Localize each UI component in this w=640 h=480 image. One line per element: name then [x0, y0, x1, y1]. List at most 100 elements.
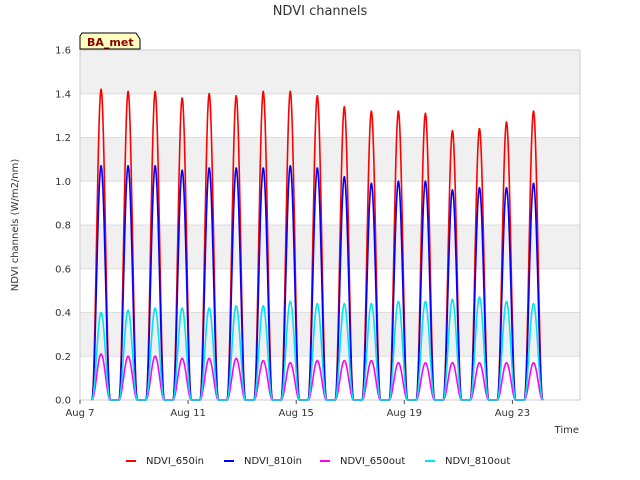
series-peak-point: [100, 311, 102, 314]
series-layer: [91, 88, 544, 401]
series-peak-point: [316, 167, 319, 170]
legend-label: NDVI_650out: [340, 456, 405, 467]
series-peak-point: [262, 90, 265, 93]
series-peak-point: [289, 300, 292, 303]
series-peak-point: [154, 90, 157, 93]
series-peak-point: [100, 165, 102, 167]
series-peak-point: [451, 298, 454, 301]
series-peak-point: [532, 182, 535, 185]
y-tick-label: 1.2: [55, 133, 71, 144]
series-peak-point: [424, 180, 427, 183]
y-axis-ticks: 0.0 0.2 0.4 0.6 0.8 1.0 1.2 1.4 1.6: [55, 46, 71, 407]
series-peak-point: [316, 302, 319, 305]
series-peak-point: [478, 127, 481, 130]
series-peak-point: [505, 121, 508, 124]
legend: NDVI_650in NDVI_810in NDVI_650out NDVI_810o…: [126, 456, 510, 467]
site-badge: BA_met: [79, 32, 141, 50]
plot-band: [80, 137, 580, 182]
series-peak-point: [127, 355, 130, 358]
chart-title: NDVI channels: [273, 4, 368, 19]
series-peak-point: [397, 180, 400, 183]
series-peak-point: [505, 186, 508, 189]
legend-label: NDVI_810out: [445, 456, 510, 467]
series-peak-point: [289, 165, 292, 167]
plot-band: [80, 225, 580, 269]
series-peak-point: [208, 307, 211, 310]
series-peak-point: [532, 361, 535, 364]
y-tick-label: 0.2: [55, 352, 71, 363]
plot-bands: [80, 50, 580, 357]
series-peak-point: [505, 361, 508, 364]
x-tick-label: Aug 19: [387, 408, 422, 419]
series-peak-point: [208, 357, 211, 360]
series-peak-point: [532, 302, 535, 305]
series-peak-point: [154, 165, 157, 167]
series-peak-point: [235, 95, 238, 97]
x-axis-ticks: Aug 7 Aug 11 Aug 15 Aug 19 Aug 23: [65, 400, 530, 419]
y-tick-label: 0.0: [55, 396, 71, 407]
series-peak-point: [532, 110, 535, 113]
series-peak-point: [397, 110, 400, 113]
series-peak-point: [478, 186, 481, 189]
site-badge-box: [79, 32, 141, 50]
y-tick-label: 1.6: [55, 46, 71, 57]
series-peak-point: [478, 361, 481, 364]
series-peak-point: [181, 307, 184, 310]
series-peak-point: [289, 90, 292, 93]
series-peak-point: [208, 92, 211, 95]
series-peak-point: [154, 307, 157, 310]
x-tick-label: Aug 15: [278, 408, 313, 419]
series-peak-point: [127, 90, 130, 93]
series-peak-point: [343, 105, 346, 108]
y-tick-label: 1.0: [55, 177, 71, 188]
series-peak-point: [235, 305, 238, 307]
series-peak-point: [370, 110, 373, 113]
series-peak-point: [127, 309, 130, 312]
x-axis-label: Time: [554, 425, 579, 436]
series-peak-point: [424, 300, 427, 303]
series-peak-point: [181, 169, 184, 172]
series-peak-point: [262, 167, 265, 170]
plot-band: [80, 312, 580, 357]
series-peak-point: [154, 355, 157, 358]
series-peak-point: [505, 300, 508, 303]
series-peak-point: [100, 88, 102, 91]
legend-label: NDVI_650in: [146, 456, 204, 467]
series-peak-point: [451, 130, 454, 132]
series-peak-point: [478, 296, 481, 299]
series-peak-point: [343, 359, 346, 362]
series-peak-point: [235, 357, 238, 360]
y-tick-label: 0.4: [55, 308, 71, 319]
series-peak-point: [100, 353, 102, 355]
series-peak-point: [289, 361, 292, 364]
series-peak-point: [424, 112, 427, 115]
series-peak-point: [316, 359, 319, 362]
y-tick-label: 0.6: [55, 264, 71, 275]
y-tick-label: 1.4: [55, 89, 71, 100]
series-peak-point: [370, 302, 373, 305]
series-peak-point: [397, 300, 400, 303]
series-peak-point: [343, 302, 346, 305]
series-peak-point: [451, 189, 454, 191]
series-peak-point: [235, 167, 238, 170]
x-tick-label: Aug 7: [65, 408, 94, 419]
series-peak-point: [262, 359, 265, 362]
y-tick-label: 0.8: [55, 221, 71, 232]
series-peak-point: [262, 305, 265, 307]
series-peak-point: [343, 175, 346, 178]
series-peak-point: [181, 97, 184, 100]
series-peak-point: [127, 165, 130, 167]
site-badge-label: BA_met: [87, 36, 134, 49]
legend-label: NDVI_810in: [244, 456, 302, 467]
series-peak-point: [424, 361, 427, 364]
series-peak-point: [208, 167, 211, 170]
series-peak-point: [370, 359, 373, 362]
series-peak-point: [370, 182, 373, 185]
series-peak-point: [451, 361, 454, 364]
series-peak-point: [397, 361, 400, 364]
series-peak-point: [181, 357, 184, 360]
x-tick-label: Aug 23: [495, 408, 530, 419]
series-peak-point: [316, 95, 319, 97]
